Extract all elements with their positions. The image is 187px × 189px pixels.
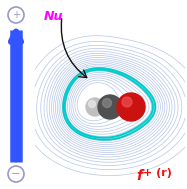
Text: f: f [136, 169, 142, 183]
Text: +: + [12, 10, 20, 20]
FancyArrowPatch shape [61, 19, 87, 77]
Circle shape [98, 95, 122, 119]
Circle shape [117, 93, 145, 121]
Text: + (r): + (r) [143, 168, 172, 178]
Circle shape [88, 101, 96, 108]
Text: Nu: Nu [44, 10, 63, 23]
Circle shape [122, 97, 132, 107]
Circle shape [102, 98, 111, 108]
Circle shape [86, 98, 104, 116]
Text: −: − [11, 169, 21, 179]
